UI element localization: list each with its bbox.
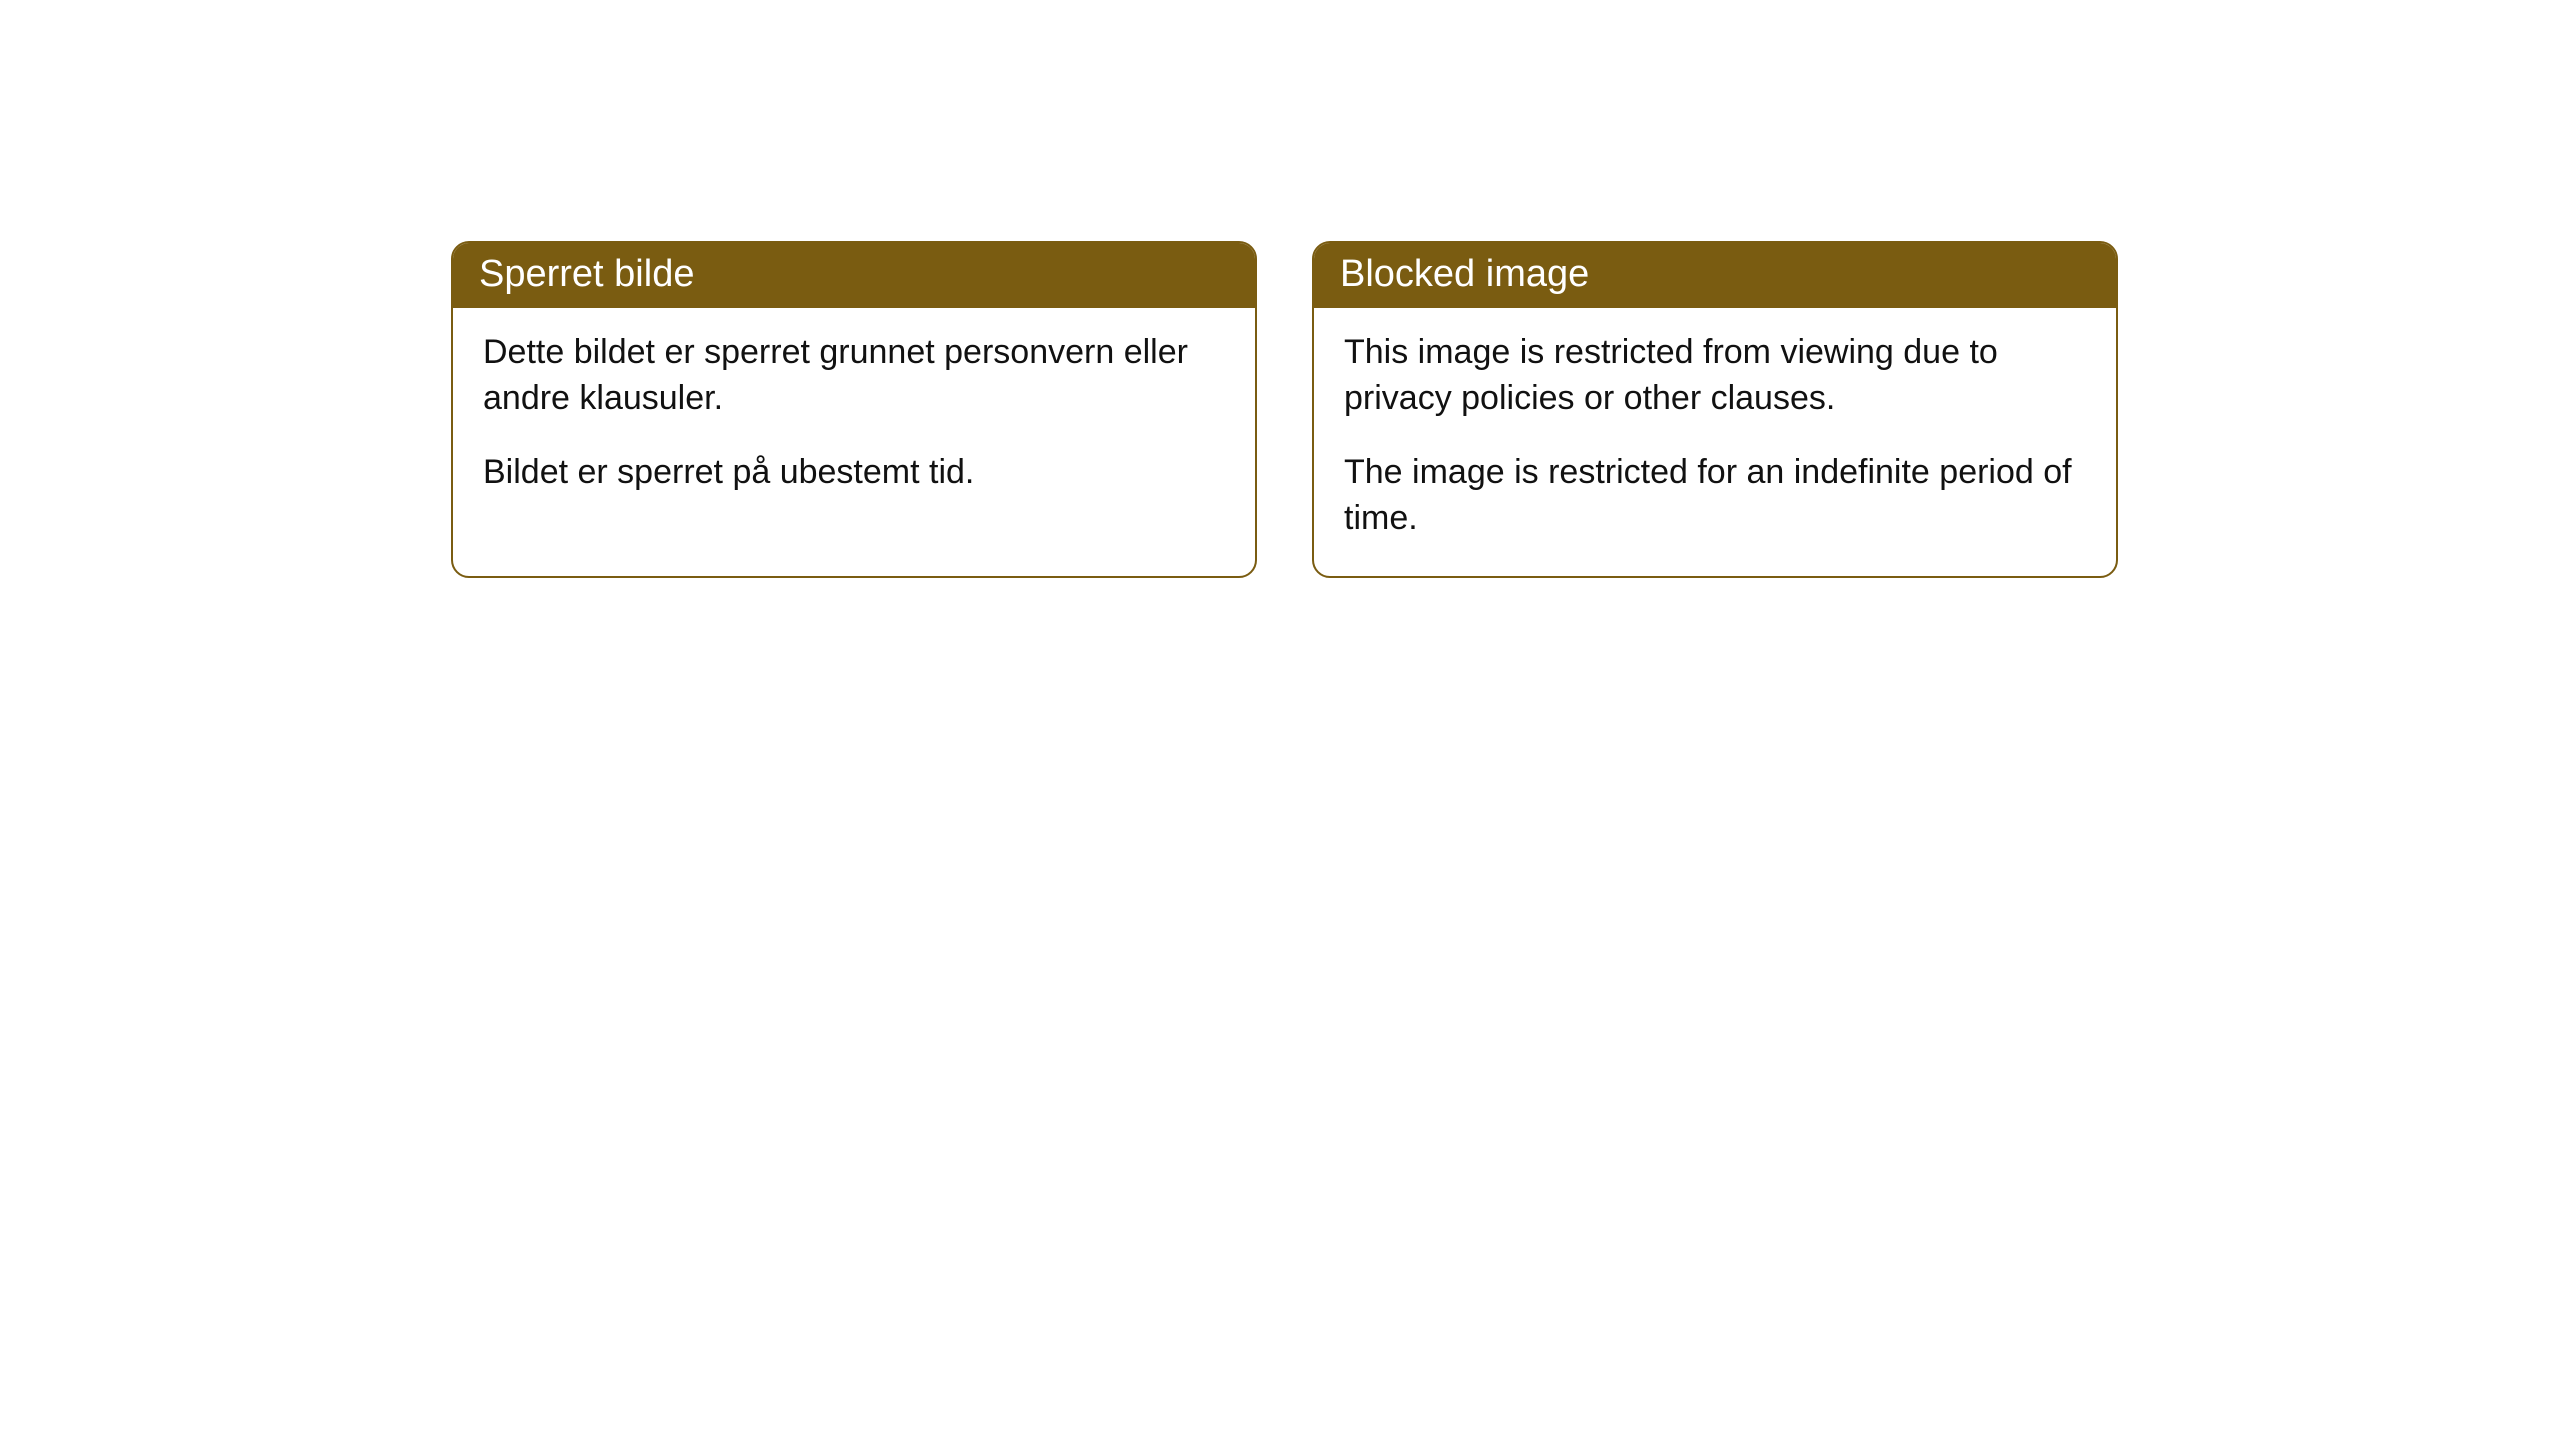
card-title: Blocked image <box>1314 243 2116 308</box>
blocked-image-card-no: Sperret bilde Dette bildet er sperret gr… <box>451 241 1257 578</box>
card-container: Sperret bilde Dette bildet er sperret gr… <box>0 0 2560 578</box>
card-paragraph: Dette bildet er sperret grunnet personve… <box>483 330 1225 422</box>
card-body: This image is restricted from viewing du… <box>1314 308 2116 576</box>
card-paragraph: The image is restricted for an indefinit… <box>1344 450 2086 542</box>
card-body: Dette bildet er sperret grunnet personve… <box>453 308 1255 530</box>
card-paragraph: Bildet er sperret på ubestemt tid. <box>483 450 1225 496</box>
card-paragraph: This image is restricted from viewing du… <box>1344 330 2086 422</box>
card-title: Sperret bilde <box>453 243 1255 308</box>
blocked-image-card-en: Blocked image This image is restricted f… <box>1312 241 2118 578</box>
